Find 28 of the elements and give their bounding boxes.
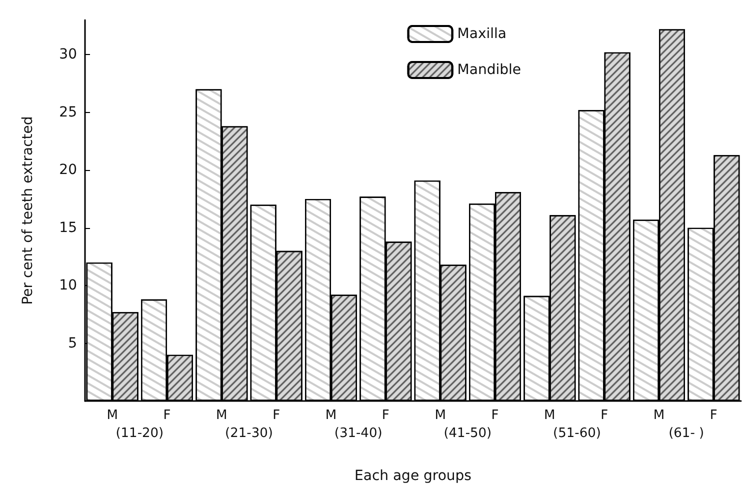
- x-tick-label: M: [106, 408, 118, 423]
- y-tick-label: 5: [68, 335, 77, 352]
- x-tick-label: M: [434, 408, 446, 423]
- y-axis-title: Per cent of teeth extracted: [20, 116, 36, 305]
- text: (21-30): [225, 426, 273, 441]
- x-tick-label: F: [382, 408, 390, 423]
- text: (41-50): [444, 426, 492, 441]
- legend-label: Mandible: [457, 62, 522, 78]
- y-tick-label: 25: [59, 104, 77, 120]
- x-tick-label: F: [491, 408, 499, 423]
- x-tick-label: M: [325, 408, 337, 423]
- x-tick-label: F: [272, 408, 280, 423]
- x-tick-label: F: [600, 408, 608, 423]
- y-tick-label: 20: [59, 162, 77, 178]
- x-tick-label: F: [163, 408, 171, 423]
- text: (11-20): [116, 426, 164, 441]
- text: (61- ): [668, 426, 704, 441]
- legend-label: Maxilla: [457, 26, 507, 42]
- text: (31-40): [334, 426, 382, 441]
- y-tick-label: 15: [59, 220, 77, 236]
- x-tick-label: M: [653, 408, 665, 423]
- x-tick-label: M: [544, 408, 556, 423]
- x-tick-label: M: [216, 408, 228, 423]
- x-tick-label: F: [710, 408, 718, 423]
- y-tick-label: 30: [59, 46, 77, 63]
- y-tick-label: 10: [59, 278, 77, 294]
- x-axis-title: Each age groups: [354, 468, 472, 484]
- text: (51-60): [553, 426, 601, 441]
